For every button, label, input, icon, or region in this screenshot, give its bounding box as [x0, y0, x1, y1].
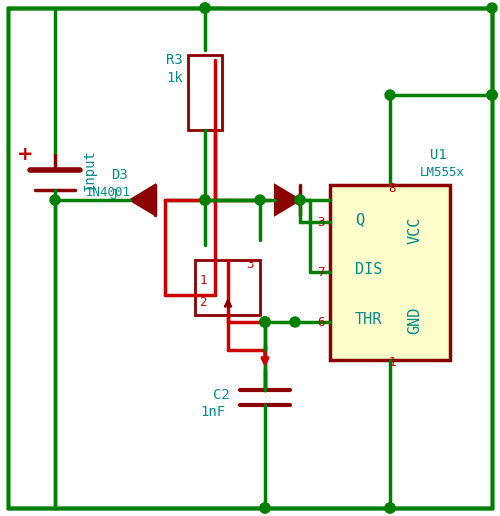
Circle shape [295, 195, 305, 205]
Circle shape [385, 90, 395, 100]
Circle shape [487, 90, 497, 100]
Circle shape [260, 317, 270, 327]
Text: R3: R3 [166, 53, 183, 67]
Circle shape [255, 195, 265, 205]
Text: 8: 8 [388, 182, 396, 195]
Text: 1: 1 [388, 356, 396, 368]
Text: Input: Input [83, 149, 97, 191]
Text: +: + [17, 146, 33, 165]
Circle shape [200, 3, 210, 13]
Circle shape [487, 90, 497, 100]
Text: C2: C2 [213, 388, 230, 402]
Text: LM555x: LM555x [420, 166, 465, 179]
Polygon shape [130, 185, 155, 215]
Text: GND: GND [408, 307, 422, 334]
Text: J: J [109, 188, 117, 202]
Circle shape [385, 503, 395, 513]
Bar [330, 185, 450, 360]
Text: 1nF: 1nF [200, 405, 225, 419]
Circle shape [50, 195, 60, 205]
Circle shape [295, 195, 305, 205]
Circle shape [487, 3, 497, 13]
Text: 1k: 1k [166, 71, 183, 85]
Circle shape [260, 503, 270, 513]
Text: THR: THR [355, 313, 382, 328]
Text: 2: 2 [199, 297, 207, 310]
Text: 3: 3 [246, 259, 254, 271]
Circle shape [487, 90, 497, 100]
Circle shape [290, 317, 300, 327]
Text: D3: D3 [112, 168, 128, 182]
Circle shape [385, 503, 395, 513]
Text: VCC: VCC [408, 216, 422, 244]
Text: DIS: DIS [355, 263, 382, 278]
Text: 3: 3 [318, 216, 325, 229]
Text: 6: 6 [318, 315, 325, 329]
Bar [195, 260, 260, 315]
Text: U1: U1 [430, 148, 447, 162]
Text: IN4001: IN4001 [86, 185, 130, 199]
Polygon shape [275, 185, 300, 215]
Bar [188, 55, 222, 130]
Circle shape [260, 503, 270, 513]
Text: 1: 1 [199, 273, 207, 286]
Circle shape [200, 195, 210, 205]
Text: Q: Q [355, 213, 364, 228]
Circle shape [260, 317, 270, 327]
Circle shape [200, 3, 210, 13]
Text: 7: 7 [318, 266, 325, 279]
Circle shape [260, 317, 270, 327]
Circle shape [200, 195, 210, 205]
